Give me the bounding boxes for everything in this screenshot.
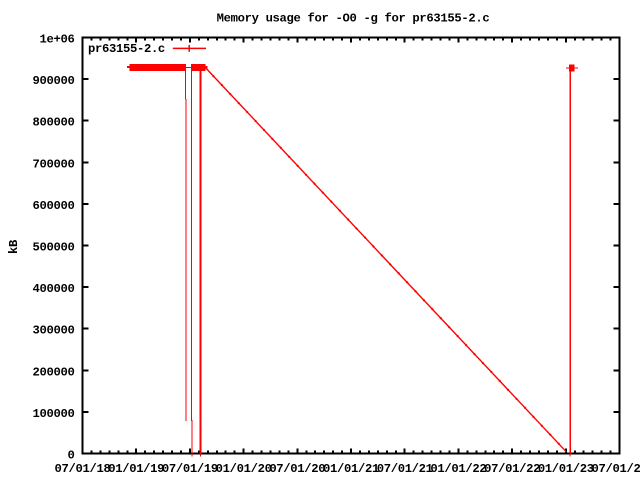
svg-text:800000: 800000 — [33, 116, 75, 130]
svg-text:01/01/19: 01/01/19 — [108, 462, 164, 476]
svg-text:1e+06: 1e+06 — [40, 33, 75, 47]
svg-text:400000: 400000 — [33, 282, 75, 296]
svg-text:01/01/22: 01/01/22 — [430, 462, 486, 476]
svg-text:07/01/19: 07/01/19 — [162, 462, 218, 476]
svg-text:kB: kB — [7, 239, 21, 254]
svg-text:Memory usage for -O0 -g for pr: Memory usage for -O0 -g for pr63155-2.c — [217, 12, 490, 26]
svg-text:100000: 100000 — [33, 407, 75, 421]
svg-text:07/01/21: 07/01/21 — [377, 462, 433, 476]
svg-text:07/01/22: 07/01/22 — [484, 462, 540, 476]
svg-text:07/01/18: 07/01/18 — [55, 462, 111, 476]
svg-text:900000: 900000 — [33, 74, 75, 88]
svg-text:pr63155-2.c: pr63155-2.c — [88, 42, 165, 56]
svg-text:01/01/23: 01/01/23 — [538, 462, 594, 476]
svg-text:500000: 500000 — [33, 241, 75, 255]
svg-text:200000: 200000 — [33, 365, 75, 379]
svg-text:01/01/21: 01/01/21 — [323, 462, 379, 476]
svg-text:700000: 700000 — [33, 157, 75, 171]
svg-text:300000: 300000 — [33, 324, 75, 338]
svg-text:01/01/20: 01/01/20 — [216, 462, 272, 476]
svg-text:600000: 600000 — [33, 199, 75, 213]
svg-text:07/01/20: 07/01/20 — [269, 462, 325, 476]
svg-text:07/01/23: 07/01/23 — [592, 462, 640, 476]
svg-text:0: 0 — [68, 449, 75, 463]
